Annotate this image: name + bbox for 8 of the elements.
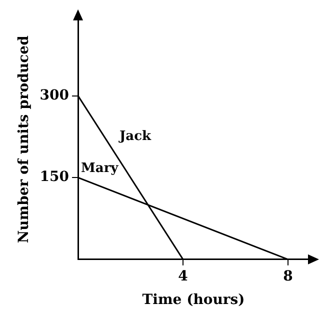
series-label: Mary [81, 160, 119, 176]
y-tick-label: 150 [40, 169, 70, 186]
x-axis-title: Time (hours) [142, 292, 245, 308]
x-tick-label: 8 [283, 268, 293, 284]
y-axis-title: Number of units produced [16, 35, 32, 244]
y-tick-label: 300 [40, 87, 70, 104]
x-tick-label: 4 [178, 268, 188, 284]
series-label: Jack [118, 129, 152, 144]
